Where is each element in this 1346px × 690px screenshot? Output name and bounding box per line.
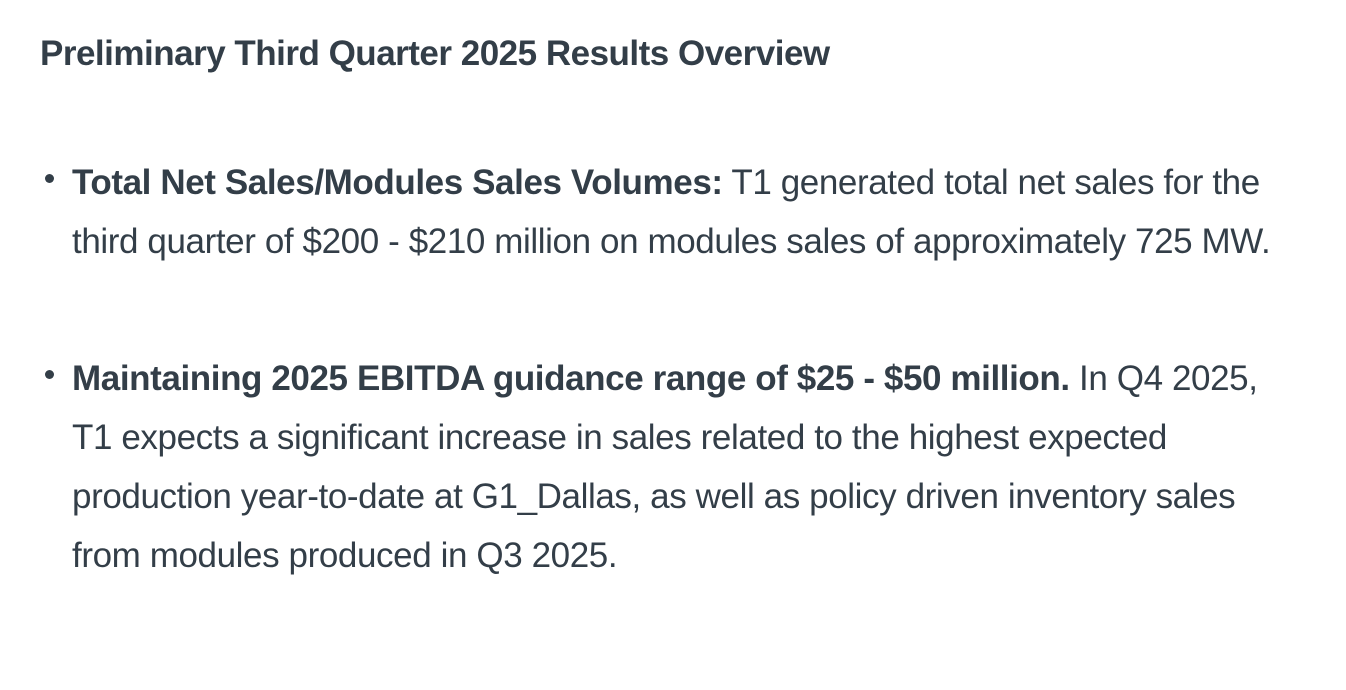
bullet-item: Total Net Sales/Modules Sales Volumes: T… — [45, 153, 1298, 271]
bullet-label: Maintaining 2025 EBITDA guidance range o… — [72, 359, 1070, 398]
bullet-icon — [45, 370, 54, 379]
bullet-text: T1 generated total net sales for the thi… — [72, 163, 1271, 261]
bullet-item: Maintaining 2025 EBITDA guidance range o… — [45, 349, 1298, 585]
bullet-label: Total Net Sales/Modules Sales Volumes: — [72, 163, 723, 202]
bullet-icon — [45, 174, 54, 183]
page-title: Preliminary Third Quarter 2025 Results O… — [40, 34, 830, 73]
bullet-text: In Q4 2025, T1 expects a significant inc… — [72, 359, 1258, 575]
document-body: Preliminary Third Quarter 2025 Results O… — [40, 34, 1298, 585]
bullet-list: Total Net Sales/Modules Sales Volumes: T… — [40, 153, 1298, 585]
